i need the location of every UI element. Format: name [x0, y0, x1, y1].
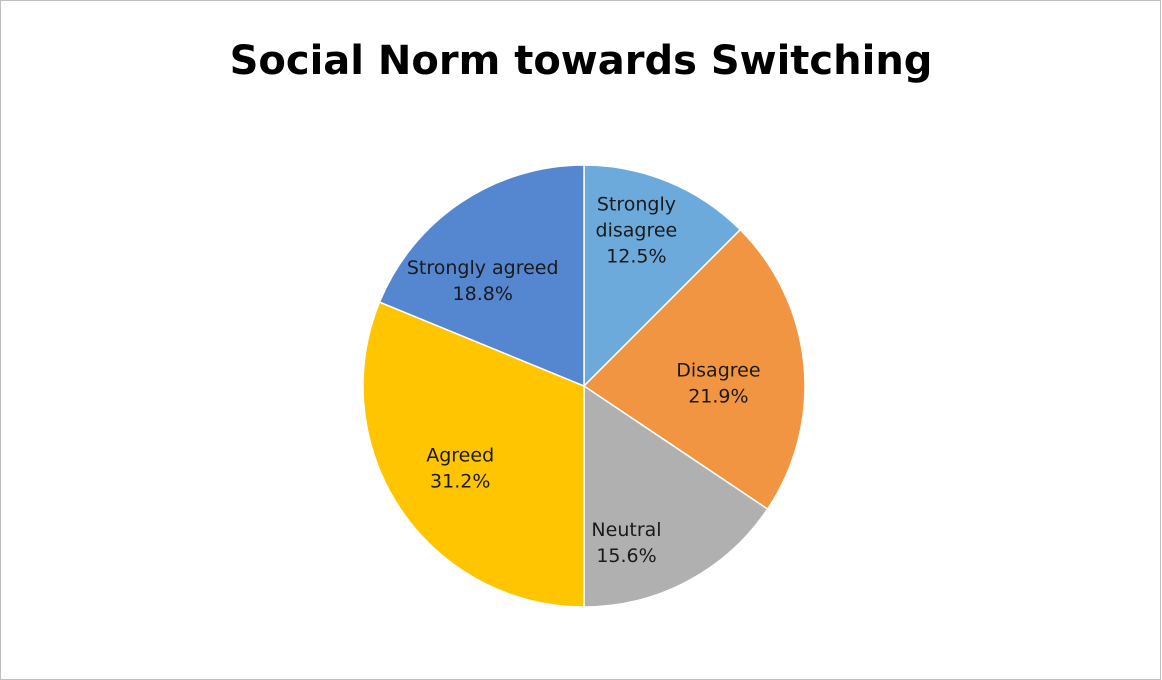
pie-slice-neutral	[583, 384, 769, 608]
data-label-value: 31.2%	[430, 470, 490, 492]
data-label-value: 18.8%	[453, 283, 513, 305]
data-label-category: Strongly	[597, 193, 676, 215]
pie-slice-strongly-agreed	[378, 164, 585, 388]
data-label-value: 21.9%	[688, 386, 748, 408]
data-label-value: 12.5%	[606, 245, 666, 267]
data-label-category: disagree	[596, 219, 678, 241]
data-label-category: Agreed	[426, 444, 494, 466]
data-label-strongly-disagree: Strongly disagree 12.5%	[596, 193, 678, 267]
data-label-category: Strongly agreed	[407, 257, 559, 279]
data-label-strongly-agreed: Strongly agreed 18.8%	[407, 257, 559, 305]
chart-title: Social Norm towards Switching	[229, 38, 933, 84]
data-label-category: Neutral	[591, 519, 661, 541]
data-label-category: Disagree	[676, 360, 760, 382]
pie-slice-agreed	[362, 301, 585, 608]
data-label-agreed: Agreed 31.2%	[426, 444, 494, 492]
pie-slice-strongly-disagree	[583, 164, 742, 388]
data-label-disagree: Disagree 21.9%	[676, 360, 760, 408]
pie-slice-disagree	[582, 228, 806, 511]
pie-labels: Strongly disagree 12.5% Disagree 21.9% Neutra…	[407, 193, 761, 567]
data-label-value: 15.6%	[596, 545, 656, 567]
pie-slices	[362, 164, 806, 608]
data-label-neutral: Neutral 15.6%	[591, 519, 661, 567]
